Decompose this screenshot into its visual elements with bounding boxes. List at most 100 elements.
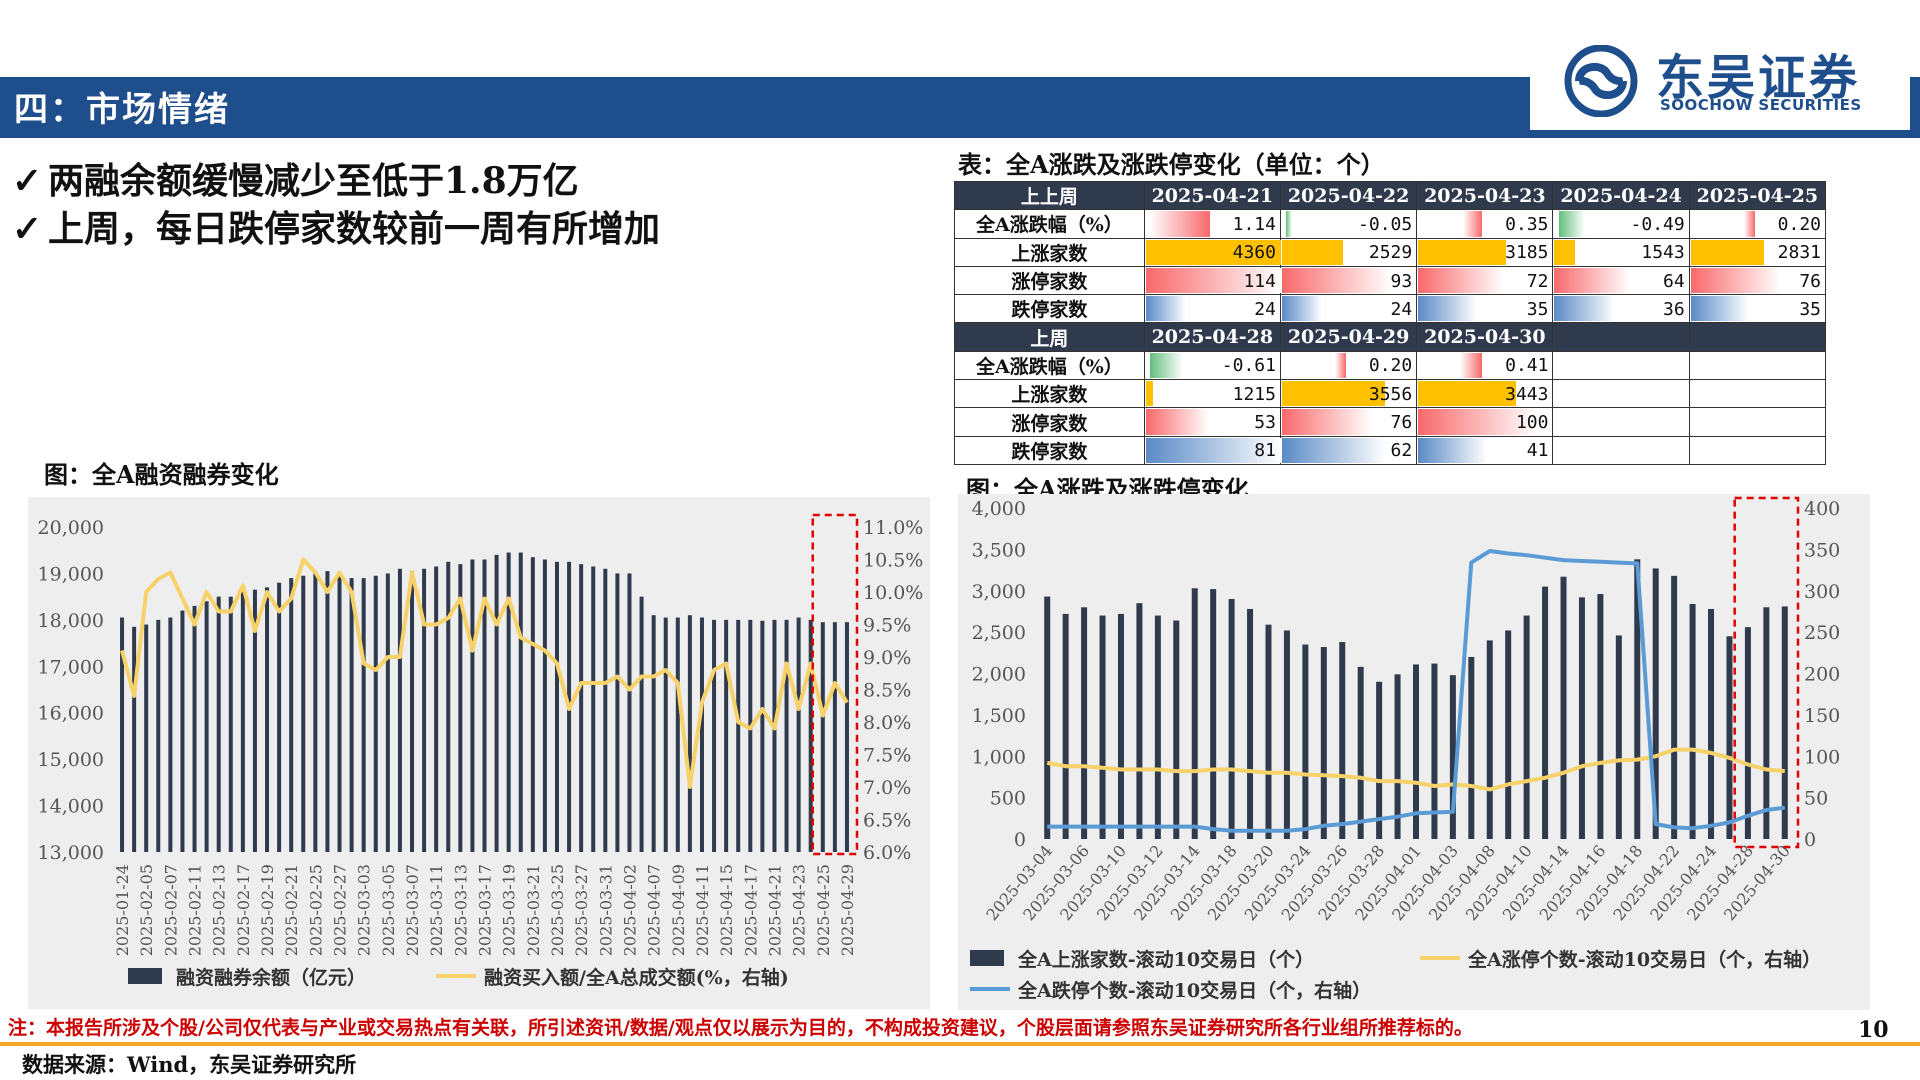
table-value: 2831 [1777,242,1821,264]
table-date-header: 2025-04-23 [1416,180,1554,211]
x-axis-tick: 2025-04-17 [741,864,760,956]
table-cell: 1543 [1552,237,1690,267]
bar [277,582,282,852]
bar [1320,647,1327,839]
legend-label: 全A涨停个数-滚动10交易日（个，右轴） [1467,948,1821,971]
left-axis-tick: 2,000 [972,664,1026,686]
bar [470,559,475,852]
data-bar-fill [1690,239,1764,265]
table-value: 72 [1526,270,1549,292]
bar [422,568,427,852]
section-title: 四：市场情绪 [14,90,230,130]
bar [687,615,692,852]
data-bar-fill [1558,211,1586,237]
left-axis-tick: 18,000 [38,610,104,632]
table-cell: 64 [1552,265,1690,296]
data-bar-fill [1418,381,1517,407]
table-value: 76 [1390,412,1413,434]
footer-rule [0,1042,1920,1046]
bar [410,571,415,852]
x-axis-tick: 2025-03-27 [572,864,591,956]
series-line [120,557,849,789]
table-cell: 24 [1279,294,1418,324]
table-cell: 24 [1143,294,1281,324]
table-date-header: 2025-04-21 [1143,180,1281,211]
x-axis-tick: 2025-02-13 [210,864,229,956]
table-value: -0.61 [1221,355,1276,377]
table-cell: 3185 [1416,237,1554,267]
bar [337,575,342,852]
data-bar-fill [1418,409,1537,435]
left-axis-tick: 1,500 [972,705,1026,727]
bar [1671,575,1678,839]
bar [506,552,511,852]
table-cell [1552,350,1690,381]
bar [1081,607,1088,839]
table-cell: 81 [1143,435,1281,465]
data-bar-fill [1463,211,1483,237]
right-axis-tick: 6.5% [863,810,911,832]
table-cell: 2529 [1279,237,1418,267]
series-line [1047,549,1786,833]
data-bar-fill [1554,296,1615,322]
table-cell: -0.49 [1552,209,1690,239]
table-caption: 表：全A涨跌及涨跌停变化（单位：个） [958,150,1385,179]
x-axis-tick: 2025-03-21 [524,864,543,956]
header-rule [0,135,1920,138]
left-axis-tick: 3,500 [972,539,1026,561]
data-bar-fill [1743,211,1755,237]
table-value: 3185 [1505,242,1549,264]
bar [627,573,632,852]
bar [1634,559,1641,839]
table-value: 2529 [1368,242,1413,264]
table-cell [1552,407,1690,437]
left-axis-tick: 20,000 [38,517,104,539]
table-value: 36 [1663,298,1685,320]
bullet-1: ✓ 两融余额缓慢减少至低于1.8万亿 [12,152,579,204]
left-axis-tick: 2,500 [972,622,1026,644]
table-cell [1688,407,1827,437]
highlight-box [1733,496,1800,849]
data-bar-fill [1418,239,1506,265]
bar [385,573,390,852]
legend-label: 融资融券余额（亿元） [176,966,366,989]
table-cell: 53 [1143,407,1281,437]
data-bar-fill [1145,381,1154,407]
right-axis-tick: 8.0% [863,712,911,734]
bar [603,568,608,852]
table-value: 0.20 [1368,355,1413,377]
table-cell: 0.35 [1416,209,1554,239]
x-axis-tick: 2025-04-11 [693,864,712,956]
table-value: 93 [1390,270,1413,292]
data-bar-fill [1690,296,1750,322]
x-axis-tick: 2025-04-15 [717,864,736,956]
table-cell: 2831 [1688,237,1827,267]
data-bar-fill [1286,211,1292,237]
bar [180,610,185,852]
table-date-header: 2025-04-28 [1143,322,1281,352]
table-value: 0.41 [1505,355,1549,377]
right-axis-tick: 300 [1804,581,1840,603]
table-value: 3443 [1505,383,1549,405]
x-axis-tick: 2025-04-21 [765,864,784,956]
x-axis-tick: 2025-03-11 [427,864,446,956]
table-cell: 76 [1279,407,1418,437]
x-axis-tick: 2025-03-25 [548,864,567,956]
table-cell: 41 [1416,435,1554,465]
bullet-text: 上周，每日跌停家数较前一周有所增加 [48,208,661,250]
bar [1117,613,1124,839]
bar [1283,630,1290,839]
bar [228,596,233,852]
right-axis-tick: 9.5% [863,615,911,637]
bar [639,596,644,852]
table-value: -0.49 [1630,213,1685,235]
right-axis-tick: 0 [1804,829,1816,851]
table-date-header [1552,322,1690,352]
check-icon: ✓ [12,208,43,250]
logo-text-en: SOOCHOW SECURITIES [1660,96,1862,114]
table-value: 1.14 [1232,213,1276,235]
bar [1265,624,1272,839]
table-value: 4360 [1232,242,1276,264]
data-bar-fill [1281,437,1386,463]
right-axis-tick: 6.0% [863,842,911,864]
